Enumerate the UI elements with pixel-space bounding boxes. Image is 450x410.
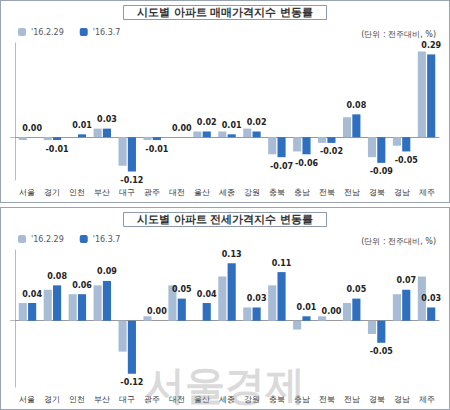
- svg-text:0.04: 0.04: [22, 290, 42, 299]
- svg-text:시도별 아파트 전세가격지수 변동률: 시도별 아파트 전세가격지수 변동률: [137, 213, 314, 226]
- svg-text:-0.01: -0.01: [46, 145, 69, 154]
- svg-text:0.11: 0.11: [272, 259, 292, 268]
- svg-text:경북: 경북: [369, 188, 385, 197]
- svg-text:전북: 전북: [319, 188, 335, 197]
- svg-text:0.00: 0.00: [172, 124, 192, 133]
- svg-text:0.08: 0.08: [47, 272, 67, 281]
- svg-text:충북: 충북: [269, 188, 285, 197]
- svg-text:울산: 울산: [194, 188, 210, 197]
- svg-text:대구: 대구: [119, 188, 135, 197]
- svg-text:-0.01: -0.01: [145, 145, 168, 154]
- svg-text:0.02: 0.02: [247, 118, 267, 127]
- svg-text:부산: 부산: [94, 395, 110, 404]
- svg-text:시도별 아파트 매매가격지수 변동률: 시도별 아파트 매매가격지수 변동률: [137, 6, 314, 19]
- svg-text:대구: 대구: [119, 395, 135, 404]
- svg-text:0.00: 0.00: [22, 124, 42, 133]
- svg-text:강원: 강원: [244, 188, 260, 197]
- svg-text:0.29: 0.29: [421, 41, 441, 50]
- svg-text:-0.02: -0.02: [320, 147, 343, 156]
- svg-text:0.00: 0.00: [147, 307, 167, 316]
- svg-text:서울: 서울: [19, 395, 35, 404]
- svg-text:전북: 전북: [319, 395, 335, 404]
- svg-text:-0.12: -0.12: [120, 378, 143, 387]
- svg-text:(단위 : 전주대비, %): (단위 : 전주대비, %): [361, 30, 436, 39]
- svg-text:세종: 세종: [219, 188, 235, 197]
- svg-text:경북: 경북: [369, 395, 385, 404]
- svg-text:'16.2.29: '16.2.29: [31, 235, 64, 244]
- svg-text:경기: 경기: [44, 188, 60, 197]
- svg-text:0.00: 0.00: [322, 307, 342, 316]
- svg-text:0.03: 0.03: [247, 294, 267, 303]
- svg-text:제주: 제주: [419, 395, 435, 404]
- svg-text:-0.05: -0.05: [370, 347, 393, 356]
- svg-text:0.08: 0.08: [347, 101, 367, 110]
- svg-text:충남: 충남: [294, 188, 310, 197]
- svg-text:-0.05: -0.05: [395, 156, 418, 165]
- svg-text:인천: 인천: [69, 188, 85, 197]
- svg-text:-0.06: -0.06: [295, 159, 318, 168]
- svg-text:경남: 경남: [394, 395, 410, 404]
- svg-text:0.03: 0.03: [421, 294, 441, 303]
- svg-text:서울: 서울: [19, 188, 35, 197]
- svg-text:대전: 대전: [169, 188, 185, 197]
- svg-text:0.09: 0.09: [97, 267, 117, 276]
- svg-text:경남: 경남: [394, 188, 410, 197]
- svg-text:0.04: 0.04: [197, 290, 217, 299]
- svg-text:0.03: 0.03: [97, 115, 117, 124]
- svg-text:부산: 부산: [94, 188, 110, 197]
- svg-text:0.01: 0.01: [72, 121, 92, 130]
- svg-text:-0.07: -0.07: [270, 162, 293, 171]
- svg-text:0.13: 0.13: [222, 250, 242, 259]
- svg-text:광주: 광주: [144, 188, 160, 197]
- svg-text:0.05: 0.05: [347, 285, 367, 294]
- svg-text:-0.09: -0.09: [370, 167, 393, 176]
- svg-text:'16.2.29: '16.2.29: [31, 28, 64, 37]
- svg-text:0.07: 0.07: [396, 276, 416, 285]
- svg-text:전남: 전남: [344, 395, 360, 404]
- svg-text:전남: 전남: [344, 188, 360, 197]
- svg-text:'16.3.7: '16.3.7: [93, 28, 121, 37]
- svg-text:(단위 : 전주대비, %): (단위 : 전주대비, %): [361, 237, 436, 246]
- svg-text:서울경제: 서울경제: [145, 362, 305, 408]
- svg-text:제주: 제주: [419, 188, 435, 197]
- svg-text:'16.3.7: '16.3.7: [93, 235, 121, 244]
- svg-text:경기: 경기: [44, 395, 60, 404]
- svg-text:0.01: 0.01: [297, 303, 317, 312]
- svg-text:0.01: 0.01: [222, 121, 242, 130]
- svg-text:0.02: 0.02: [197, 118, 217, 127]
- svg-text:0.06: 0.06: [72, 281, 92, 290]
- svg-text:-0.12: -0.12: [120, 176, 143, 185]
- svg-text:인천: 인천: [69, 395, 85, 404]
- svg-text:0.05: 0.05: [172, 285, 192, 294]
